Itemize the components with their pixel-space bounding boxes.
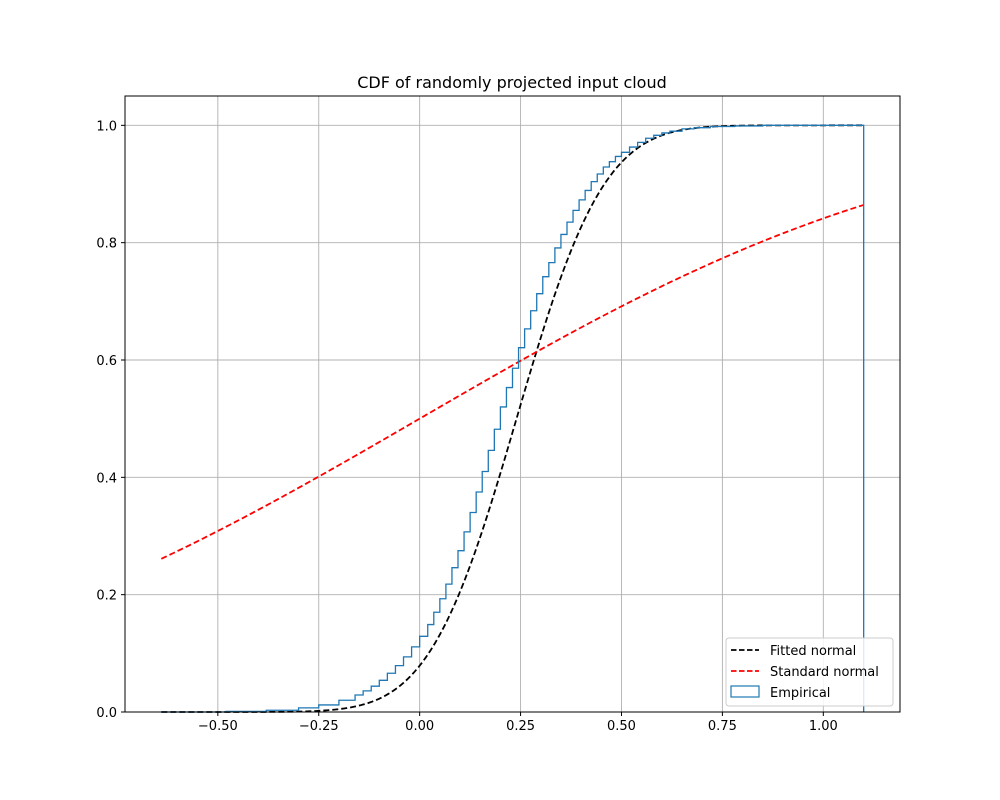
y-tick-label: 0.0	[96, 706, 117, 721]
x-axis: −0.50 −0.25 0.00 0.25 0.50 0.75 1.00	[198, 712, 838, 734]
x-tick-label: 0.75	[708, 719, 737, 734]
legend-label-standard-normal: Standard normal	[770, 665, 879, 680]
legend-label-empirical: Empirical	[770, 686, 830, 701]
x-tick-label: 0.25	[506, 719, 535, 734]
series-line-fitted-normal	[161, 124, 864, 713]
y-tick-label: 0.8	[96, 237, 117, 252]
legend-label-fitted-normal: Fitted normal	[770, 644, 856, 659]
legend: Fitted normal Standard normal Empirical	[725, 637, 894, 707]
legend-swatch-empirical	[730, 685, 760, 698]
y-tick-label: 0.6	[96, 354, 117, 369]
grid	[125, 96, 900, 713]
plot-series	[160, 124, 865, 713]
y-tick-label: 0.2	[96, 589, 117, 604]
legend-box	[725, 637, 894, 707]
x-tick-label: −0.50	[198, 719, 238, 734]
y-tick-label: 0.4	[96, 471, 117, 486]
plot-frame	[124, 95, 901, 713]
x-tick-label: 0.00	[405, 719, 434, 734]
x-tick-label: 0.50	[607, 719, 636, 734]
y-tick-label: 1.0	[96, 119, 117, 134]
chart-title: CDF of randomly projected input cloud	[357, 73, 667, 92]
series-empirical-step	[161, 124, 865, 713]
series-line-standard-normal	[160, 204, 864, 560]
x-tick-label: −0.25	[299, 719, 339, 734]
x-tick-label: 1.00	[809, 719, 838, 734]
y-axis: 0.0 0.2 0.4 0.6 0.8 1.0	[96, 119, 125, 721]
